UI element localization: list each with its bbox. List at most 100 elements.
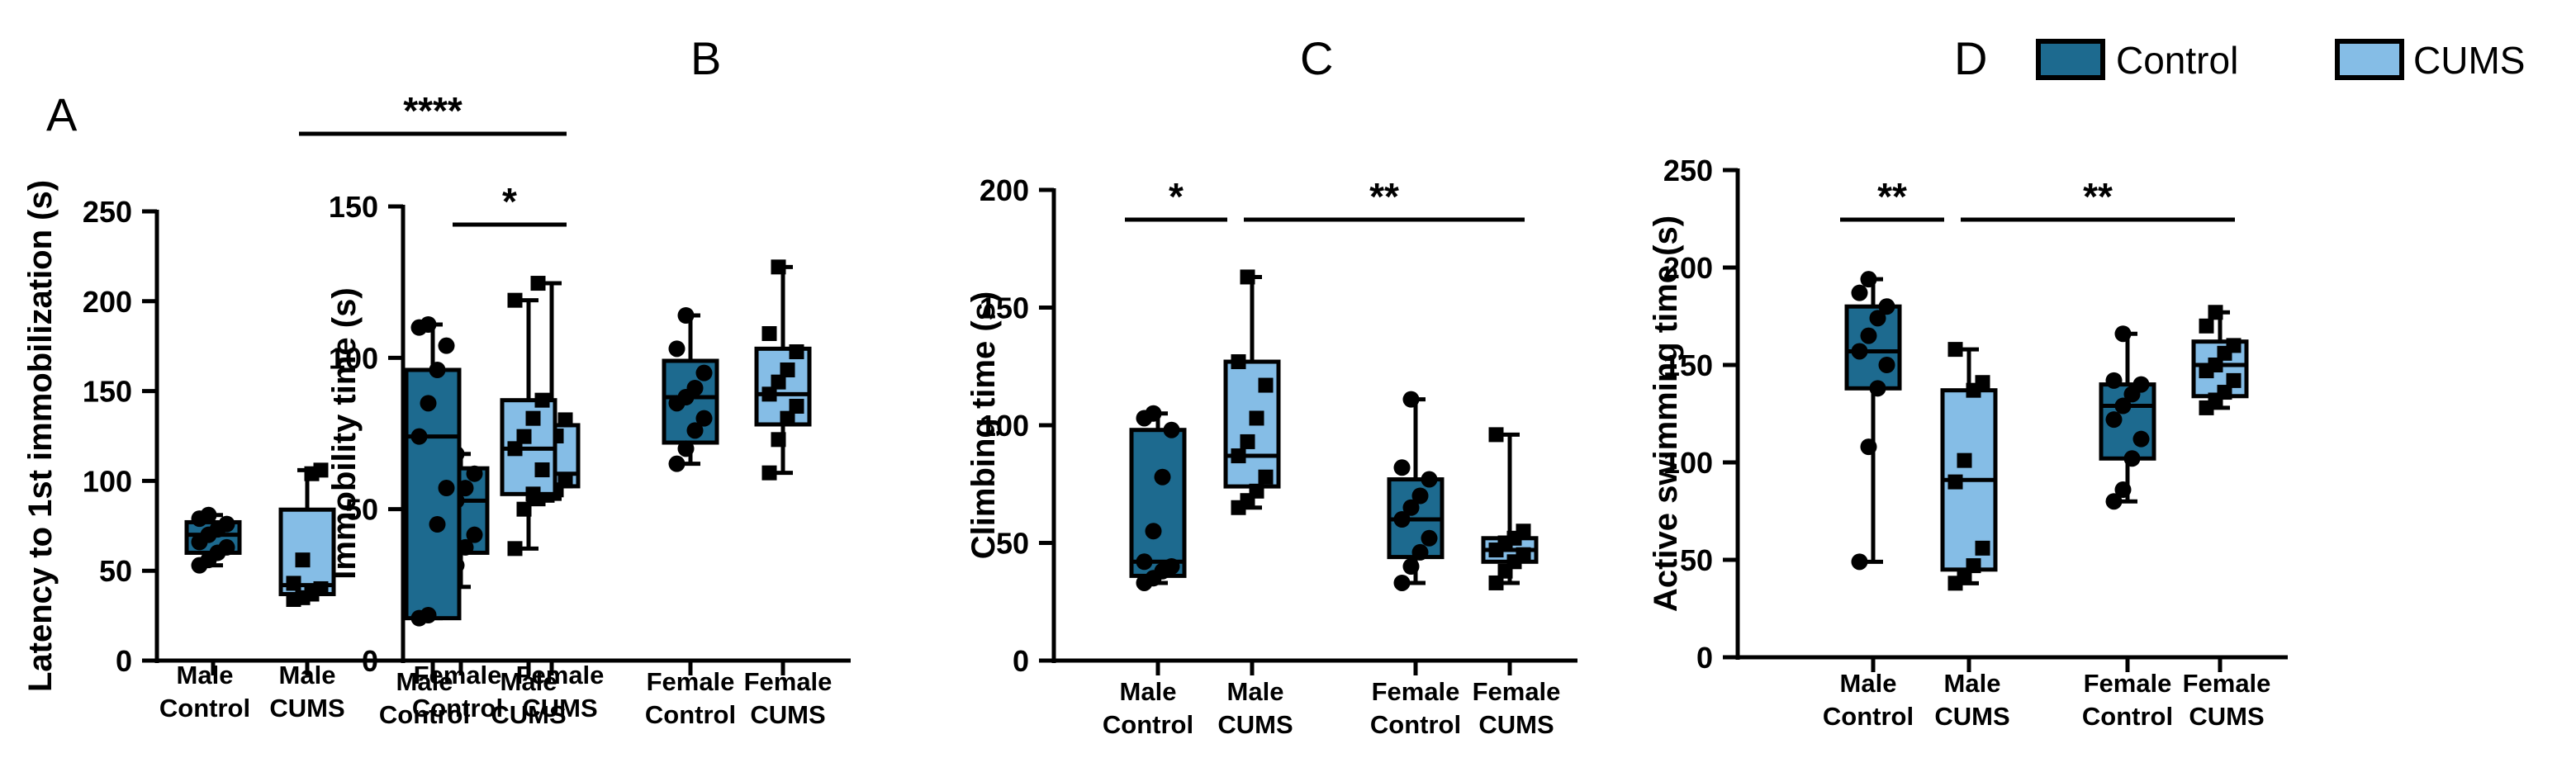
data-point xyxy=(410,428,428,445)
data-point xyxy=(789,344,804,359)
data-point xyxy=(1975,540,1990,556)
x-category-label: CUMS xyxy=(269,694,344,723)
data-point xyxy=(200,506,217,524)
box-female-control xyxy=(1387,391,1445,591)
y-tick-label: 150 xyxy=(1663,348,1713,382)
data-point xyxy=(1163,558,1180,575)
data-point xyxy=(557,473,573,489)
x-category-label: Male xyxy=(1944,669,2001,698)
data-point xyxy=(438,337,455,354)
legend-swatch-cums xyxy=(2335,39,2404,80)
data-point xyxy=(1393,574,1411,591)
y-tick-label: 200 xyxy=(83,285,132,319)
y-tick-label: 250 xyxy=(83,195,132,229)
data-point xyxy=(1249,483,1264,499)
data-point xyxy=(218,515,235,533)
data-point xyxy=(1488,427,1504,443)
x-category-label: Control xyxy=(379,700,470,729)
data-point xyxy=(1231,354,1246,370)
x-category-label: Male xyxy=(1840,669,1897,698)
data-point xyxy=(686,380,704,396)
data-point xyxy=(1258,377,1274,393)
data-point xyxy=(1393,459,1411,476)
data-point xyxy=(2226,338,2242,353)
data-point xyxy=(516,501,532,517)
panel-letter-d: D xyxy=(1954,32,1987,84)
x-category-label: Control xyxy=(645,700,736,729)
data-point xyxy=(466,526,483,543)
y-tick-label: 250 xyxy=(1663,154,1713,187)
data-point xyxy=(507,292,523,308)
data-point xyxy=(2105,372,2123,389)
data-point xyxy=(1163,421,1180,438)
data-point xyxy=(695,364,713,381)
x-category-label: Female xyxy=(414,661,502,689)
box-female-cums xyxy=(2191,305,2249,415)
data-point xyxy=(1240,269,1255,285)
y-tick-label: 150 xyxy=(329,190,378,224)
data-point xyxy=(429,362,446,378)
data-point xyxy=(557,412,573,428)
data-point xyxy=(1869,380,1886,397)
x-category-label: Female xyxy=(2084,669,2172,698)
data-point xyxy=(1860,438,1877,456)
data-point xyxy=(2132,376,2150,393)
panel-letter-c: C xyxy=(1300,32,1333,84)
box-male-control xyxy=(1129,405,1187,591)
data-point xyxy=(1154,468,1171,486)
data-point xyxy=(530,276,546,291)
x-category-label: CUMS xyxy=(750,700,825,729)
data-point xyxy=(789,399,804,414)
x-category-label: Control xyxy=(159,694,250,723)
data-point xyxy=(1402,391,1420,408)
data-point xyxy=(2226,372,2242,388)
data-point xyxy=(1966,558,1981,574)
data-point xyxy=(1231,448,1246,464)
y-tick-label: 50 xyxy=(996,527,1029,561)
box-male-cums xyxy=(500,292,557,557)
x-category-label: Male xyxy=(500,667,557,696)
x-category-label: CUMS xyxy=(522,694,597,723)
data-point xyxy=(771,432,786,448)
x-category-label: Male xyxy=(396,667,453,696)
data-point xyxy=(1249,410,1264,426)
legend-label-control: Control xyxy=(2116,39,2238,82)
data-point xyxy=(313,580,329,596)
x-category-label: Control xyxy=(1370,710,1461,739)
data-point xyxy=(771,374,786,390)
data-point xyxy=(677,440,695,457)
x-category-label: Control xyxy=(1823,702,1914,731)
data-point xyxy=(1145,405,1162,422)
x-category-label: CUMS xyxy=(2189,702,2264,731)
box-female-cums xyxy=(754,259,812,481)
x-category-label: CUMS xyxy=(1217,710,1293,739)
data-point xyxy=(1869,310,1886,327)
box-male-control xyxy=(184,506,242,574)
box-male-cums xyxy=(278,462,336,608)
data-point xyxy=(2217,385,2232,400)
data-point xyxy=(2132,430,2150,448)
data-point xyxy=(1516,524,1531,539)
data-point xyxy=(2114,481,2132,499)
panel-letter-a: A xyxy=(46,88,78,140)
x-category-label: Male xyxy=(1120,677,1177,706)
legend: Control CUMS xyxy=(2036,39,2525,82)
y-axis-label: Latency to 1st immobilization (s) xyxy=(22,180,59,692)
data-point xyxy=(771,259,786,275)
data-point xyxy=(2105,411,2123,429)
y-tick-label: 50 xyxy=(1680,543,1713,577)
data-point xyxy=(1402,558,1420,575)
significance-label: * xyxy=(1169,175,1184,218)
panel-letter-b: B xyxy=(690,32,721,84)
box-male-control xyxy=(404,316,462,627)
data-point xyxy=(1258,469,1274,485)
x-category-label: Female xyxy=(647,667,735,696)
data-point xyxy=(1851,284,1868,301)
data-point xyxy=(1488,575,1504,590)
data-point xyxy=(2208,358,2223,372)
panel-c: C Climbing time (s) 0 50 100 150 200 Male Contro… xyxy=(965,32,1577,739)
significance-label: ** xyxy=(1369,175,1399,218)
data-point xyxy=(686,422,704,439)
x-category-label: Male xyxy=(177,661,234,689)
